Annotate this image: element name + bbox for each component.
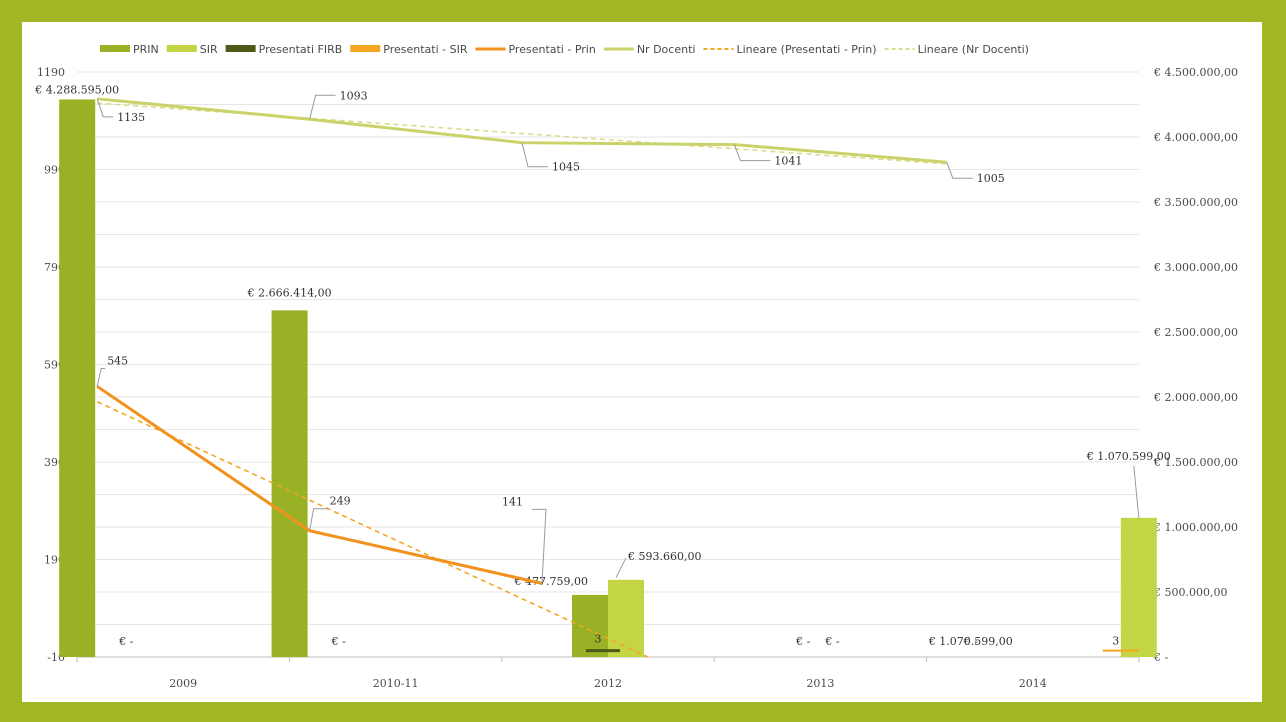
prin-bar	[271, 310, 308, 657]
presentati-prin-line	[96, 385, 543, 585]
presentati-prin-data-label: 545	[107, 354, 128, 367]
prin-bar	[59, 99, 96, 657]
prin-data-label: € -	[963, 635, 978, 648]
nr-docenti-line	[97, 97, 947, 164]
leader-line	[309, 508, 328, 531]
prin-data-label: € 477.759,00	[514, 575, 588, 588]
nr-docenti-data-label: 1135	[117, 111, 145, 124]
nr-docenti-data-label: 1045	[552, 161, 580, 174]
x-tick-label: 2012	[594, 677, 622, 690]
leader-line	[946, 162, 973, 179]
legend-swatch	[225, 45, 256, 52]
y-left-tick-label: 1190	[37, 66, 65, 79]
y-right-tick-label: € 500.000,00	[1153, 586, 1227, 599]
prin-data-label: € 4.288.595,00	[34, 83, 119, 96]
x-tick-label: 2014	[1019, 677, 1047, 690]
sir-bar	[1120, 517, 1157, 657]
nr-docenti-data-label: 1093	[340, 89, 368, 102]
y-right-tick-label: € 1.500.000,00	[1153, 456, 1238, 469]
prin-data-label: € 2.666.414,00	[247, 286, 332, 299]
presentati-firb-data-label: 3	[595, 633, 602, 646]
nr-docenti-data-label: 1005	[977, 172, 1005, 185]
y-right-tick-label: € 4.000.000,00	[1153, 131, 1238, 144]
legend-swatch	[166, 45, 197, 52]
legend-label: Nr Docenti	[637, 43, 696, 56]
leader-line	[521, 142, 548, 168]
sir-data-label: € 1.070.599,00	[928, 635, 1013, 648]
sir-data-label: € 593.660,00	[627, 550, 701, 563]
trendline-nr-docenti	[97, 102, 947, 165]
y-right-tick-label: € 4.500.000,00	[1153, 66, 1238, 79]
leader-line	[309, 94, 336, 120]
leader-line	[733, 144, 771, 162]
y-right-tick-label: € 1.000.000,00	[1153, 521, 1238, 534]
leader-line	[615, 557, 627, 579]
sir-bar	[608, 579, 644, 657]
trendline-presentati-prin	[96, 400, 649, 658]
legend-swatch	[100, 45, 130, 52]
leader-line	[96, 367, 106, 387]
leader-line	[532, 508, 547, 584]
x-tick-label: 2013	[806, 677, 834, 690]
legend-label: Presentati - SIR	[383, 43, 468, 56]
sir-data-label: € -	[118, 635, 133, 648]
chart-frame: -10 190 390 590 790 990 1190 € - € 500.000,00 € 1…	[22, 22, 1262, 702]
x-tick-label: 2010-11	[373, 677, 419, 690]
y-right-tick-label: € 3.500.000,00	[1153, 196, 1238, 209]
legend-label: Lineare (Presentati - Prin)	[736, 43, 876, 56]
legend-label: Lineare (Nr Docenti)	[918, 43, 1029, 56]
legend-label: Presentati - Prin	[508, 43, 595, 56]
y-right-tick-label: € 2.500.000,00	[1153, 326, 1238, 339]
presentati-sir-data-label: 3	[1112, 635, 1119, 648]
leader-line	[96, 98, 114, 118]
legend-label: PRIN	[133, 43, 159, 56]
sir-data-label: € -	[331, 635, 346, 648]
presentati-prin-data-label: 141	[502, 495, 523, 508]
x-tick-label: 2009	[169, 677, 197, 690]
sir-data-label: € -	[824, 635, 839, 648]
legend-label: Presentati FIRB	[259, 43, 343, 56]
sir-data-label: € 1.070.599,00	[1086, 450, 1171, 463]
y-right-tick-label: € -	[1153, 651, 1168, 664]
prin-data-label: € -	[795, 635, 810, 648]
prin-bar	[572, 594, 608, 657]
nr-docenti-data-label: 1041	[774, 155, 802, 168]
y-right-tick-label: € 2.000.000,00	[1153, 391, 1238, 404]
leader-line	[1133, 465, 1140, 518]
legend-label: SIR	[200, 43, 218, 56]
presentati-prin-data-label: 249	[330, 495, 351, 508]
y-right-tick-label: € 3.000.000,00	[1153, 261, 1238, 274]
legend-swatch	[350, 45, 381, 52]
